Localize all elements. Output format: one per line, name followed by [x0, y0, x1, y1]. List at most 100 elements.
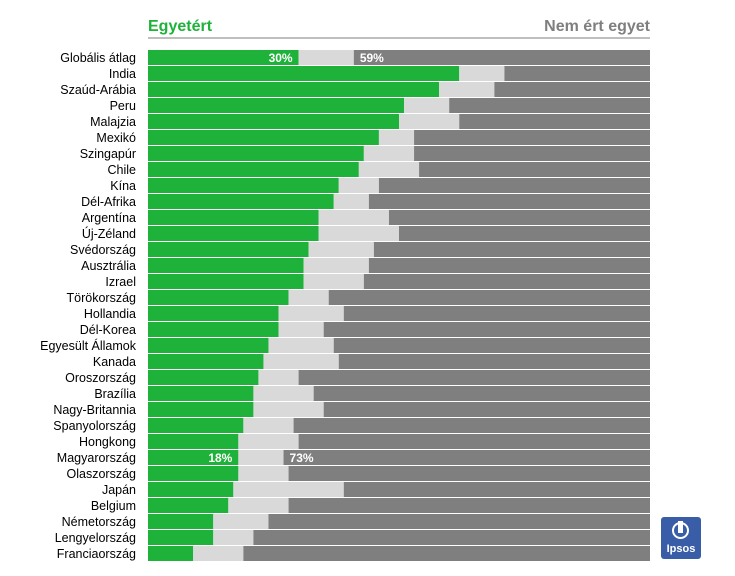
bar-agree	[148, 66, 460, 81]
bar-agree	[148, 514, 214, 529]
bar-disagree	[328, 290, 650, 305]
category-label: Törökország	[67, 291, 137, 305]
bar-neutral	[303, 258, 369, 273]
bar-agree	[148, 114, 399, 129]
bar-agree	[148, 466, 239, 481]
category-label: Japán	[102, 483, 136, 497]
category-label: Chile	[108, 163, 137, 177]
category-label: Malajzia	[90, 115, 136, 129]
category-label: Hollandia	[84, 307, 136, 321]
bar-agree	[148, 98, 405, 113]
bar-agree	[148, 290, 289, 305]
data-label-disagree: 59%	[360, 51, 384, 65]
bar-agree	[148, 274, 304, 289]
bar-agree	[148, 418, 244, 433]
category-label: Globális átlag	[60, 51, 136, 65]
category-label: Brazília	[94, 387, 136, 401]
category-label: Svédország	[70, 243, 136, 257]
bar-neutral	[439, 82, 495, 97]
bar-agree	[148, 242, 309, 257]
bar-agree	[148, 482, 234, 497]
bar-disagree	[414, 146, 650, 161]
bar-disagree	[298, 434, 650, 449]
bar-neutral	[308, 242, 374, 257]
bar-disagree	[243, 546, 650, 561]
bar-disagree	[288, 466, 650, 481]
bar-disagree	[298, 370, 650, 385]
bar-disagree	[293, 418, 650, 433]
bar-neutral	[288, 290, 329, 305]
bar-agree	[148, 386, 254, 401]
bar-neutral	[238, 434, 299, 449]
bar-disagree	[323, 402, 650, 417]
bar-neutral	[399, 114, 460, 129]
category-labels-group: Globális átlag India Szaúd-Arábia Peru Malaj…	[40, 51, 137, 561]
legend-agree: Egyetért	[148, 18, 213, 35]
data-label-agree: 18%	[208, 451, 232, 465]
bar-disagree	[419, 162, 650, 177]
bar-disagree	[373, 242, 650, 257]
category-label: Nagy-Britannia	[53, 403, 136, 417]
bar-disagree	[353, 50, 650, 65]
category-label: Kína	[110, 179, 136, 193]
bar-agree	[148, 354, 264, 369]
bar-neutral	[278, 322, 324, 337]
bar-neutral	[193, 546, 244, 561]
bar-agree	[148, 210, 319, 225]
category-label: Mexikó	[96, 131, 136, 145]
brand-logo: Ipsos	[661, 517, 701, 559]
category-label: Dél-Korea	[80, 323, 136, 337]
category-label: India	[109, 67, 136, 81]
bar-agree	[148, 434, 239, 449]
bar-agree	[148, 146, 364, 161]
bar-agree	[148, 50, 299, 65]
bar-disagree	[323, 322, 650, 337]
bar-agree	[148, 82, 440, 97]
value-labels-group: 30% 59% 18% 73%	[208, 51, 384, 465]
bar-disagree	[363, 274, 650, 289]
brand-logo-text: Ipsos	[666, 543, 696, 555]
bar-agree	[148, 370, 259, 385]
bar-neutral	[213, 514, 269, 529]
category-label: Szaúd-Arábia	[60, 83, 136, 97]
bar-neutral	[238, 466, 289, 481]
bar-neutral	[404, 98, 450, 113]
bar-agree	[148, 546, 194, 561]
bar-disagree	[253, 530, 651, 545]
bar-neutral	[303, 274, 364, 289]
bar-neutral	[228, 498, 289, 513]
bar-agree	[148, 402, 254, 417]
bar-disagree	[288, 498, 650, 513]
bar-disagree	[338, 354, 650, 369]
category-label: Franciaország	[57, 547, 136, 561]
bar-disagree	[333, 338, 650, 353]
bar-neutral	[213, 530, 254, 545]
bar-neutral	[263, 354, 339, 369]
legend-disagree: Nem ért egyet	[544, 18, 650, 35]
bar-disagree	[449, 98, 650, 113]
bar-neutral	[298, 50, 354, 65]
bar-disagree	[494, 82, 650, 97]
category-label: Kanada	[93, 355, 136, 369]
category-label: Szingapúr	[80, 147, 136, 161]
bar-agree	[148, 322, 279, 337]
bar-neutral	[333, 194, 369, 209]
bar-disagree	[399, 226, 650, 241]
bar-neutral	[318, 226, 399, 241]
bar-disagree	[283, 450, 650, 465]
category-label: Izrael	[105, 275, 136, 289]
bar-neutral	[459, 66, 505, 81]
bar-neutral	[258, 370, 299, 385]
category-label: Németország	[62, 515, 136, 529]
category-label: Argentína	[82, 211, 136, 225]
bar-neutral	[278, 306, 344, 321]
bar-disagree	[378, 178, 650, 193]
bar-agree	[148, 226, 319, 241]
bar-agree	[148, 178, 339, 193]
brand-logo-mark-icon	[672, 521, 689, 539]
bar-neutral	[268, 338, 334, 353]
bar-agree	[148, 450, 239, 465]
bar-disagree	[459, 114, 650, 129]
bar-neutral	[378, 130, 415, 145]
